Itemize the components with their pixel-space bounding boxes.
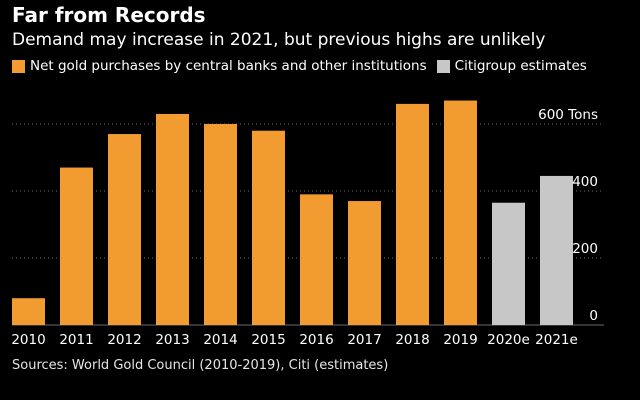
x-tick-label-2014: 2014 <box>203 332 237 348</box>
y-tick-label-0: 0 <box>589 308 598 324</box>
x-tick-label-2013: 2013 <box>155 332 189 348</box>
x-tick-label-2018: 2018 <box>395 332 429 348</box>
y-tick-label-400: 400 <box>572 174 598 190</box>
chart-title: Far from Records <box>12 3 206 27</box>
bar-2021e <box>540 175 573 325</box>
source-note: Sources: World Gold Council (2010-2019),… <box>12 358 389 373</box>
bar-2012 <box>108 134 141 325</box>
bar-2010 <box>12 298 45 325</box>
bar-2017 <box>348 201 381 325</box>
x-tick-label-2021e: 2021e <box>535 332 578 348</box>
legend-item-actual: Net gold purchases by central banks and … <box>12 58 427 74</box>
chart-legend: Net gold purchases by central banks and … <box>12 58 597 74</box>
y-tick-label-600: 600 Tons <box>538 107 598 123</box>
bar-2011 <box>60 167 93 325</box>
bar-2018 <box>396 103 429 326</box>
bar-2016 <box>300 194 333 325</box>
legend-swatch-estimate <box>436 59 450 73</box>
x-tick-label-2011: 2011 <box>59 332 93 348</box>
x-tick-label-2019: 2019 <box>443 332 477 348</box>
legend-item-estimate: Citigroup estimates <box>436 58 587 74</box>
legend-swatch-actual <box>12 59 25 73</box>
bar-2013 <box>156 113 189 325</box>
bar-2014 <box>204 124 237 325</box>
x-tick-label-2016: 2016 <box>299 332 333 348</box>
x-tick-label-2010: 2010 <box>11 332 45 348</box>
x-tick-label-2012: 2012 <box>107 332 141 348</box>
legend-label-estimate: Citigroup estimates <box>454 58 587 74</box>
bar-2015 <box>252 130 285 325</box>
legend-label-actual: Net gold purchases by central banks and … <box>30 58 427 74</box>
bar-2020e <box>492 202 525 325</box>
x-tick-label-2017: 2017 <box>347 332 381 348</box>
chart-subtitle: Demand may increase in 2021, but previou… <box>12 30 546 50</box>
bar-2019 <box>444 100 477 325</box>
x-tick-label-2020e: 2020e <box>487 332 530 348</box>
x-tick-label-2015: 2015 <box>251 332 285 348</box>
y-tick-label-200: 200 <box>572 241 598 257</box>
